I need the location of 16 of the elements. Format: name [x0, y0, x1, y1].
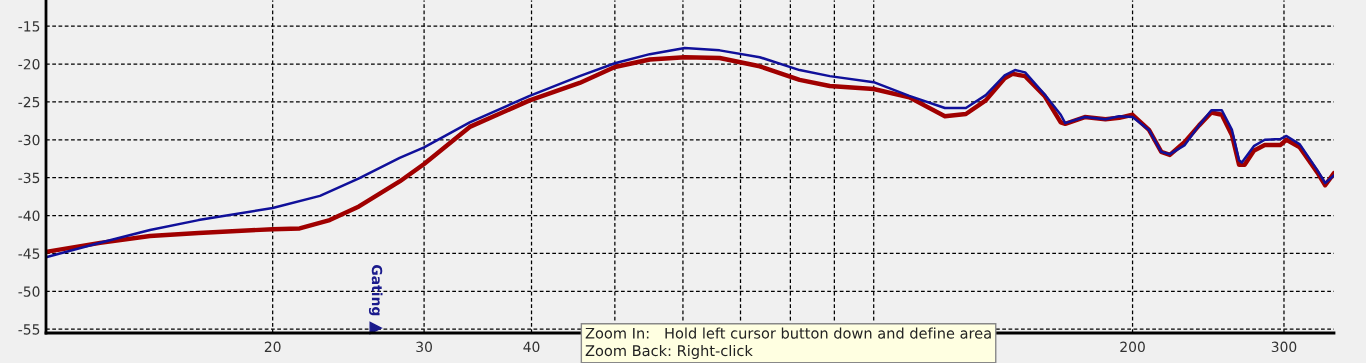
y-tick-label: -40	[18, 210, 40, 222]
y-tick-label: -25	[18, 96, 40, 108]
annotation: Gating	[368, 265, 383, 316]
y-tick-label: -45	[18, 248, 40, 259]
y-tick-label: -55	[18, 324, 40, 335]
y-tick-label: -35	[18, 172, 40, 184]
x-tick-label: 30	[416, 341, 432, 353]
annotation: Zoom In: Hold left cursor button down and define area Zoom Back: Right-click	[585, 327, 991, 359]
y-tick-label: -50	[18, 286, 40, 297]
x-tick-label: 200	[1120, 341, 1145, 353]
y-tick-label: -30	[18, 134, 40, 146]
x-tick-label: 20	[264, 341, 281, 353]
y-tick-label: -15	[18, 21, 40, 32]
y-tick-label: -20	[18, 58, 40, 70]
x-tick-label: 40	[523, 341, 540, 353]
x-tick-label: 300	[1271, 341, 1297, 353]
